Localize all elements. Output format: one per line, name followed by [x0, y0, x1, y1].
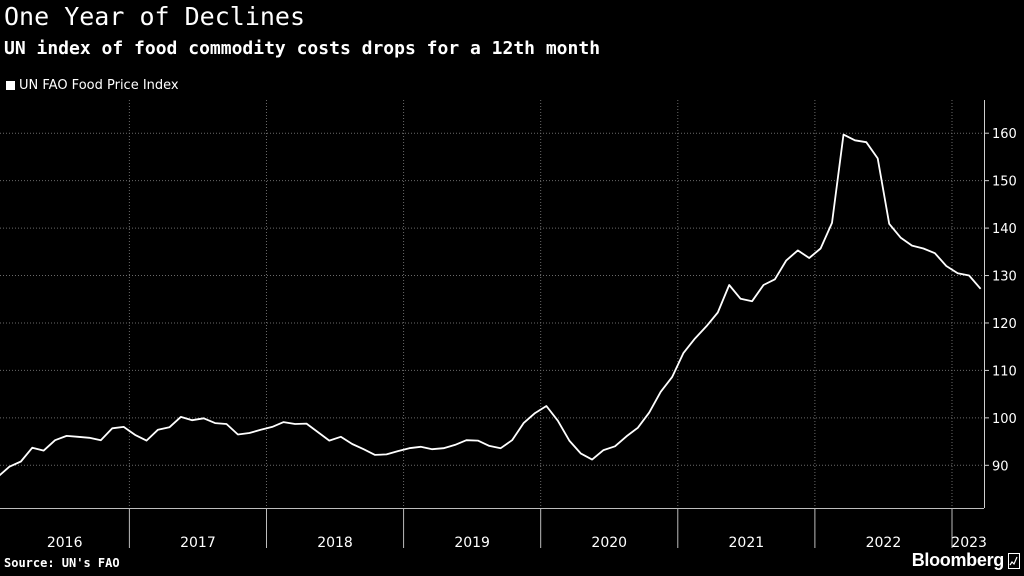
bloomberg-chart-icon	[1008, 553, 1020, 569]
x-tick-label: 2018	[317, 535, 353, 551]
y-tick-label: 90	[992, 459, 1009, 474]
chart-subtitle: UN index of food commodity costs drops f…	[4, 38, 601, 59]
source-note: Source: UN's FAO	[4, 556, 120, 570]
y-tick-label: 160	[992, 127, 1017, 142]
chart-legend: UN FAO Food Price Index	[6, 78, 179, 93]
y-tick-label: 100	[992, 412, 1017, 427]
x-tick-label: 2023	[951, 535, 987, 551]
y-tick-label: 150	[992, 175, 1017, 190]
y-tick-label: 120	[992, 317, 1017, 332]
x-tick-label: 2017	[180, 535, 216, 551]
x-tick-label: 2021	[729, 535, 765, 551]
x-tick-label: 2022	[866, 535, 902, 551]
x-tick-label: 2019	[454, 535, 490, 551]
legend-label: UN FAO Food Price Index	[19, 78, 179, 93]
x-tick-label: 2020	[591, 535, 627, 551]
series-line-fao-food-price-index	[0, 133, 982, 477]
y-tick-label: 140	[992, 222, 1017, 237]
y-tick-label: 110	[992, 364, 1017, 379]
legend-swatch	[6, 81, 15, 90]
y-tick-label: 130	[992, 270, 1017, 285]
chart-title: One Year of Declines	[4, 2, 306, 31]
bloomberg-logo: Bloomberg	[911, 550, 1005, 570]
x-tick-label: 2016	[47, 535, 83, 551]
